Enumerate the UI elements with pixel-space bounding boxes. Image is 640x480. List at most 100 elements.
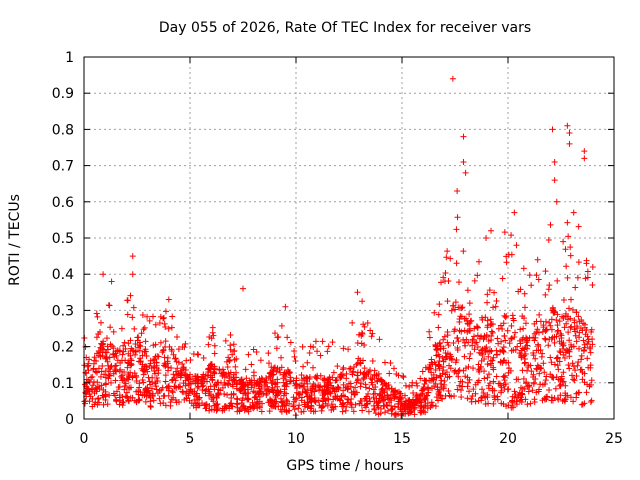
data-point — [539, 397, 546, 404]
data-point — [222, 381, 229, 388]
data-point — [553, 198, 560, 205]
data-point — [542, 318, 549, 325]
data-point — [526, 335, 533, 342]
data-point — [583, 260, 590, 267]
data-point — [119, 351, 126, 358]
data-point — [478, 397, 485, 404]
data-point — [460, 133, 467, 140]
data-point — [466, 376, 473, 383]
data-point — [361, 323, 368, 330]
data-point — [271, 330, 278, 337]
data-point — [443, 254, 450, 261]
data-point — [359, 330, 366, 337]
data-point — [292, 382, 299, 389]
data-point — [391, 395, 398, 402]
data-point — [325, 396, 332, 403]
data-point — [536, 311, 543, 318]
data-point — [168, 324, 175, 331]
data-point — [282, 303, 289, 310]
data-point — [349, 319, 356, 326]
data-point — [324, 348, 331, 355]
data-point — [141, 324, 148, 331]
data-point — [472, 381, 479, 388]
data-point — [86, 356, 93, 363]
data-point — [185, 392, 192, 399]
data-point — [305, 402, 312, 409]
data-point — [549, 126, 556, 133]
data-point — [210, 332, 217, 339]
data-point — [425, 384, 432, 391]
data-point — [580, 337, 587, 344]
data-point — [549, 334, 556, 341]
data-point — [282, 371, 289, 378]
data-point — [333, 377, 340, 384]
data-point — [117, 366, 124, 373]
data-point — [474, 332, 481, 339]
data-point — [422, 395, 429, 402]
data-point — [588, 326, 595, 333]
data-point — [548, 326, 555, 333]
data-point — [199, 387, 206, 394]
data-point — [134, 334, 141, 341]
data-point — [474, 344, 481, 351]
data-point — [481, 368, 488, 375]
data-point — [121, 386, 128, 393]
data-point — [330, 385, 337, 392]
data-point — [179, 360, 186, 367]
data-point — [81, 400, 88, 407]
data-point — [534, 362, 541, 369]
data-point — [157, 339, 164, 346]
data-point — [394, 389, 401, 396]
data-point — [503, 259, 510, 266]
data-point — [124, 364, 131, 371]
data-point — [93, 310, 100, 317]
data-point — [495, 380, 502, 387]
data-point — [454, 214, 461, 221]
data-point — [566, 140, 573, 147]
data-point — [528, 368, 535, 375]
data-point — [293, 375, 300, 382]
data-point — [565, 233, 572, 240]
data-point — [129, 271, 136, 278]
data-point — [536, 370, 543, 377]
data-point — [319, 403, 326, 410]
data-point — [347, 365, 354, 372]
data-point — [227, 331, 234, 338]
data-point — [358, 340, 365, 347]
data-point — [554, 277, 561, 284]
data-point — [522, 351, 529, 358]
data-point — [358, 402, 365, 409]
data-point — [221, 406, 228, 413]
data-point — [154, 390, 161, 397]
data-point — [534, 341, 541, 348]
data-point — [88, 374, 95, 381]
data-point — [433, 394, 440, 401]
data-point — [99, 392, 106, 399]
data-point — [291, 406, 298, 413]
data-point — [571, 377, 578, 384]
data-point — [522, 320, 529, 327]
data-point — [563, 263, 570, 270]
chart-title: Day 055 of 2026, Rate Of TEC Index for r… — [159, 20, 531, 36]
data-point — [544, 393, 551, 400]
data-point — [315, 397, 322, 404]
data-point — [306, 349, 313, 356]
data-point — [233, 395, 240, 402]
y-tick-label: 0.9 — [52, 86, 74, 102]
data-point — [570, 209, 577, 216]
data-point — [545, 236, 552, 243]
data-point — [298, 372, 305, 379]
data-point — [565, 305, 572, 312]
data-point — [253, 380, 260, 387]
data-point — [511, 333, 518, 340]
data-point — [556, 318, 563, 325]
data-point — [385, 382, 392, 389]
data-point — [572, 284, 579, 291]
data-point — [435, 361, 442, 368]
y-tick-label: 0.3 — [52, 303, 74, 319]
data-point — [561, 355, 568, 362]
data-point — [287, 339, 294, 346]
data-point — [151, 356, 158, 363]
data-point — [587, 349, 594, 356]
data-point — [436, 372, 443, 379]
